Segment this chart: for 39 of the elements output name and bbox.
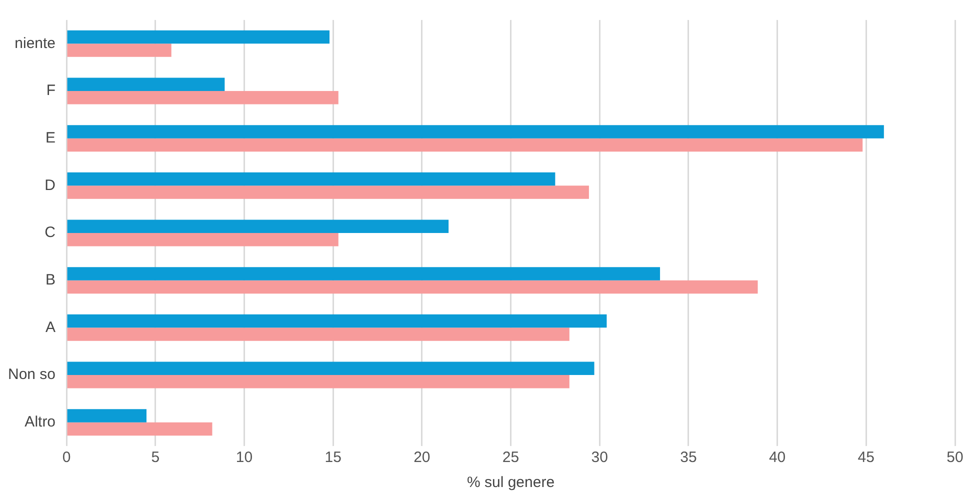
bar [67,267,660,280]
y-tick-label: A [46,318,56,336]
x-tick-label: 40 [768,449,786,466]
y-tick-label: C [44,224,56,242]
y-tick-label: niente [14,34,56,52]
bar [67,125,884,138]
bar [67,328,570,341]
bar [67,409,146,422]
x-tick-label: 30 [591,449,608,466]
bar [67,220,449,233]
bar [67,186,589,199]
y-tick-label: Non so [8,366,56,384]
bar [67,422,212,436]
y-tick-label: B [46,271,56,288]
x-axis-title: % sul genere [466,474,555,492]
bar [67,44,172,57]
bar [67,138,863,152]
x-tick-label: 45 [858,449,874,466]
bar [67,375,570,388]
x-tick-label: 20 [414,449,430,466]
bar [67,280,758,294]
bar [67,172,556,186]
y-tick-label: F [46,82,56,100]
x-tick-label: 5 [151,449,160,466]
bar [67,314,607,328]
bar [67,78,225,91]
x-tick-label: 50 [946,449,964,466]
bar [67,233,338,246]
y-tick-label: D [44,176,56,194]
x-tick-label: 15 [324,449,342,466]
x-tick-label: 10 [236,449,253,466]
y-tick-label: E [46,129,56,146]
bar [67,30,330,44]
x-tick-label: 35 [680,449,697,466]
x-tick-label: 0 [62,449,71,466]
bar [67,91,338,104]
y-tick-label: Altro [24,413,56,430]
bar [67,362,594,375]
x-tick-label: 25 [502,449,520,466]
